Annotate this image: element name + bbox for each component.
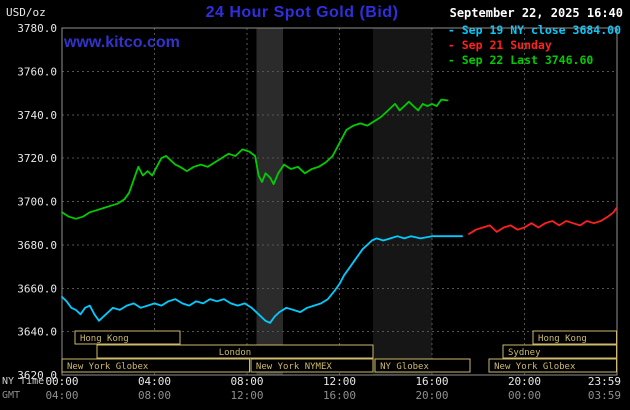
y-axis-units-label: USD/oz [6,6,46,19]
svg-text:12:00: 12:00 [323,375,356,388]
legend-item-sep22-last: - Sep 22 Last 3746.60 [447,53,594,67]
svg-text:3740.0: 3740.0 [17,109,57,122]
svg-text:Sydney: Sydney [508,348,541,358]
svg-text:NY Globex: NY Globex [380,362,429,372]
svg-text:Hong Kong: Hong Kong [538,334,587,344]
legend: - Sep 19 NY close 3684.00 - Sep 21 Sunda… [447,23,623,68]
svg-text:03:59: 03:59 [588,389,621,402]
svg-text:3700.0: 3700.0 [17,196,57,209]
svg-text:00:00: 00:00 [45,375,78,388]
svg-text:04:00: 04:00 [45,389,78,402]
kitco-watermark-link[interactable]: www.kitco.com [64,34,180,51]
svg-text:3760.0: 3760.0 [17,65,57,78]
svg-text:23:59: 23:59 [588,375,621,388]
svg-text:16:00: 16:00 [323,389,356,402]
svg-text:3660.0: 3660.0 [17,282,57,295]
svg-text:12:00: 12:00 [230,389,263,402]
svg-text:3720.0: 3720.0 [17,152,57,165]
svg-text:20:00: 20:00 [415,389,448,402]
svg-text:04:00: 04:00 [138,375,171,388]
svg-text:3620.0: 3620.0 [17,369,57,382]
svg-text:3680.0: 3680.0 [17,239,57,252]
legend-item-sep21-sunday: - Sep 21 Sunday [447,38,552,52]
legend-item-sep19-close: - Sep 19 NY close 3684.00 [447,23,621,37]
page-title: 24 Hour Spot Gold (Bid) [205,4,399,21]
svg-text:08:00: 08:00 [138,389,171,402]
ny-time-axis-label: NY Time [2,376,45,387]
datetime-label: September 22, 2025 16:40 [449,6,623,20]
svg-text:London: London [219,348,252,358]
svg-text:20:00: 20:00 [508,375,541,388]
svg-text:3640.0: 3640.0 [17,326,57,339]
svg-text:3780.0: 3780.0 [17,22,57,35]
svg-text:New York Globex: New York Globex [494,362,576,372]
svg-text:New York NYMEX: New York NYMEX [256,362,332,372]
gmt-axis-label: GMT [2,390,21,401]
svg-text:Hong Kong: Hong Kong [80,334,129,344]
svg-text:08:00: 08:00 [230,375,263,388]
svg-text:New York Globex: New York Globex [67,362,149,372]
svg-text:00:00: 00:00 [508,389,541,402]
svg-text:16:00: 16:00 [415,375,448,388]
